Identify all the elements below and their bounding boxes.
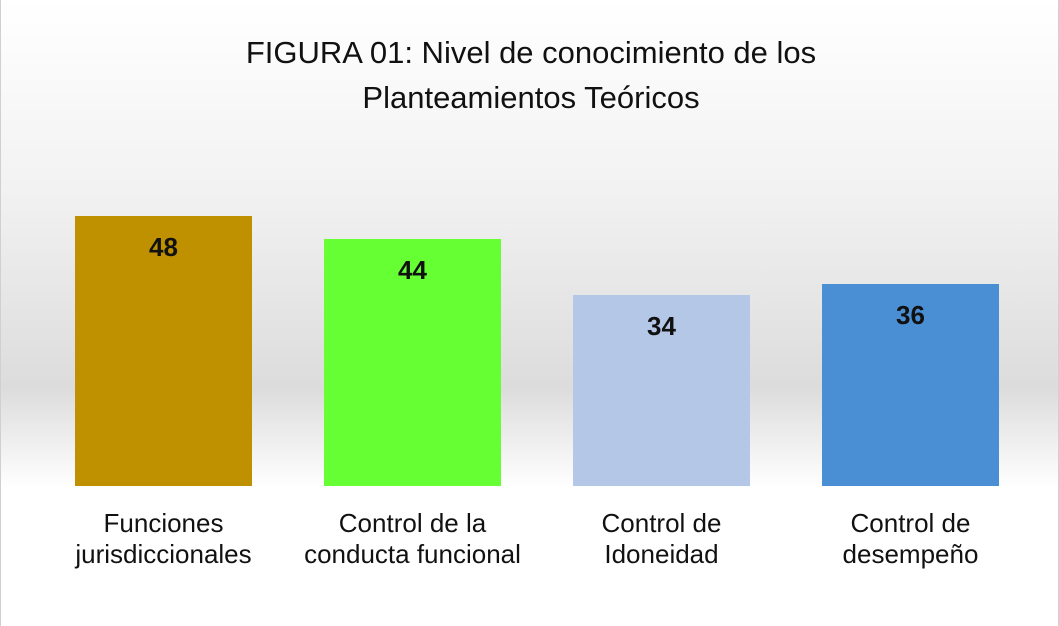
data-label: 44 xyxy=(398,254,427,285)
x-tick-label: Control de desempeño xyxy=(842,508,979,569)
x-tick-label: Control de la conducta funcional xyxy=(304,508,521,569)
x-tick-label: Control de Idoneidad xyxy=(601,508,722,569)
bar xyxy=(75,216,252,486)
bar xyxy=(573,294,750,486)
x-tick-label: Funciones jurisdiccionales xyxy=(75,508,252,569)
bar xyxy=(822,283,999,486)
chart-title: FIGURA 01: Nivel de conocimiento de los … xyxy=(245,35,817,115)
data-label: 48 xyxy=(149,232,178,262)
data-label: 34 xyxy=(647,310,676,341)
data-label: 36 xyxy=(896,299,925,330)
bar xyxy=(324,238,501,486)
